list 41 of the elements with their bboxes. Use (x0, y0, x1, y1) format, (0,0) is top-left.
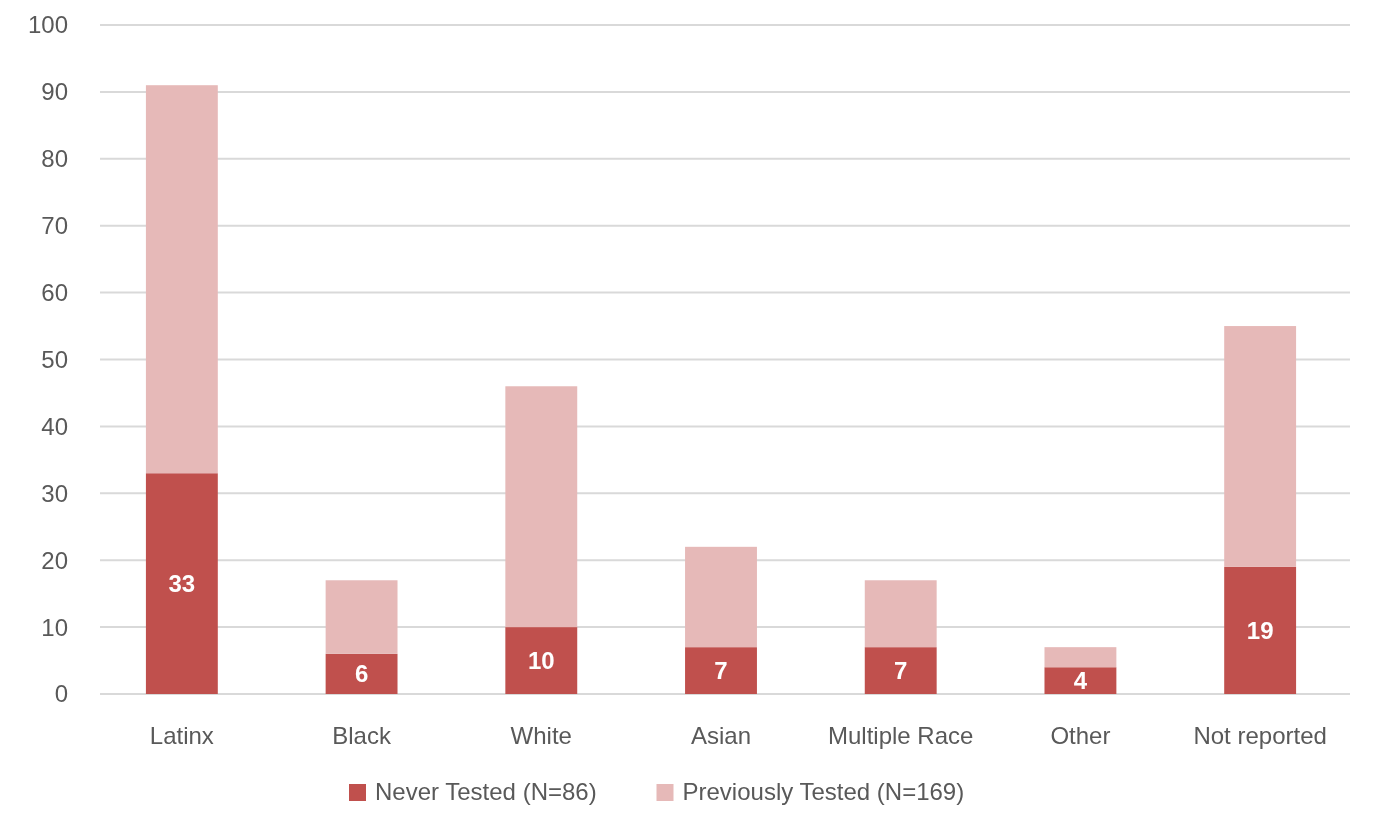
bar (1224, 566, 1297, 694)
x-tick-label: Multiple Race (828, 722, 974, 749)
data-label: 10 (527, 646, 555, 674)
bar (685, 546, 757, 648)
data-label: 33 (168, 570, 196, 598)
y-tick-label: 20 (41, 546, 68, 574)
y-tick-label: 100 (27, 11, 68, 39)
y-tick-label: 0 (54, 680, 68, 708)
x-tick-label: Black (332, 722, 392, 749)
y-tick-label: 70 (41, 212, 68, 240)
x-tick-label: Not reported (1193, 722, 1327, 749)
x-tick-label: Other (1050, 722, 1111, 749)
bar (1044, 667, 1117, 694)
bar (864, 647, 937, 694)
legend-label: Never Tested (N=86) (375, 778, 597, 805)
y-tick-label: 90 (41, 78, 68, 106)
bar (145, 473, 218, 694)
y-tick-label: 40 (41, 412, 68, 440)
x-tick-label: Latinx (149, 722, 214, 749)
bar (145, 85, 218, 474)
x-tick-label: Asian (690, 722, 752, 749)
bar (1044, 647, 1117, 668)
data-label: 7 (714, 656, 728, 684)
data-label: 19 (1246, 616, 1274, 644)
bar (325, 580, 398, 654)
bar (864, 580, 937, 648)
data-label: 4 (1073, 667, 1088, 695)
y-tick-label: 50 (41, 345, 68, 373)
y-tick-label: 10 (41, 613, 68, 641)
y-tick-label: 30 (41, 479, 68, 507)
legend-label: Previously Tested (N=169) (682, 778, 965, 805)
data-label: 6 (354, 660, 369, 688)
y-tick-label: 80 (41, 145, 68, 173)
bar (505, 627, 578, 694)
bar (1224, 326, 1297, 567)
bar (505, 386, 578, 628)
x-tick-label: White (510, 722, 572, 749)
data-label: 7 (894, 656, 908, 684)
bar (685, 647, 757, 694)
y-tick-label: 60 (41, 279, 68, 306)
bar (325, 653, 398, 694)
